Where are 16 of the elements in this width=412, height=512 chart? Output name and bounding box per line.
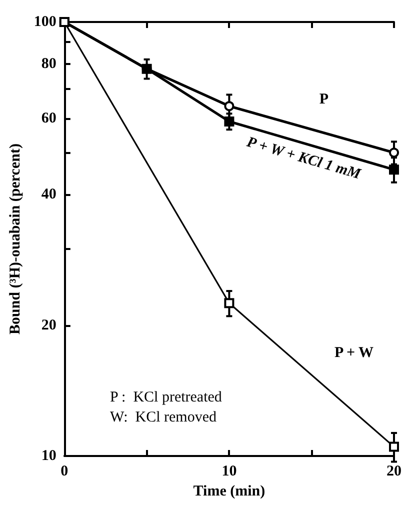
series-label: P [319,91,329,108]
y-tick-label: 10 [41,448,56,464]
annotation: W: KCl removed [110,410,217,426]
y-tick-label: 20 [41,317,56,334]
series-label: P + W [334,344,374,361]
y-tick-label: 40 [41,186,56,203]
y-tick-label: 100 [34,14,56,30]
y-tick-label: 80 [41,56,56,72]
x-axis-title: Time (min) [193,484,266,500]
x-tick-label: 10 [222,464,237,480]
x-tick-label: 20 [386,464,402,480]
text: P + W + KCl 1 mM [244,134,363,183]
x-tick-label: 0 [60,464,68,480]
y-axis-title: Bound (³H)-ouabain (percent) [8,144,24,334]
y-tick-label: 60 [41,110,56,126]
annotation: P : KCl pretreated [110,390,222,406]
